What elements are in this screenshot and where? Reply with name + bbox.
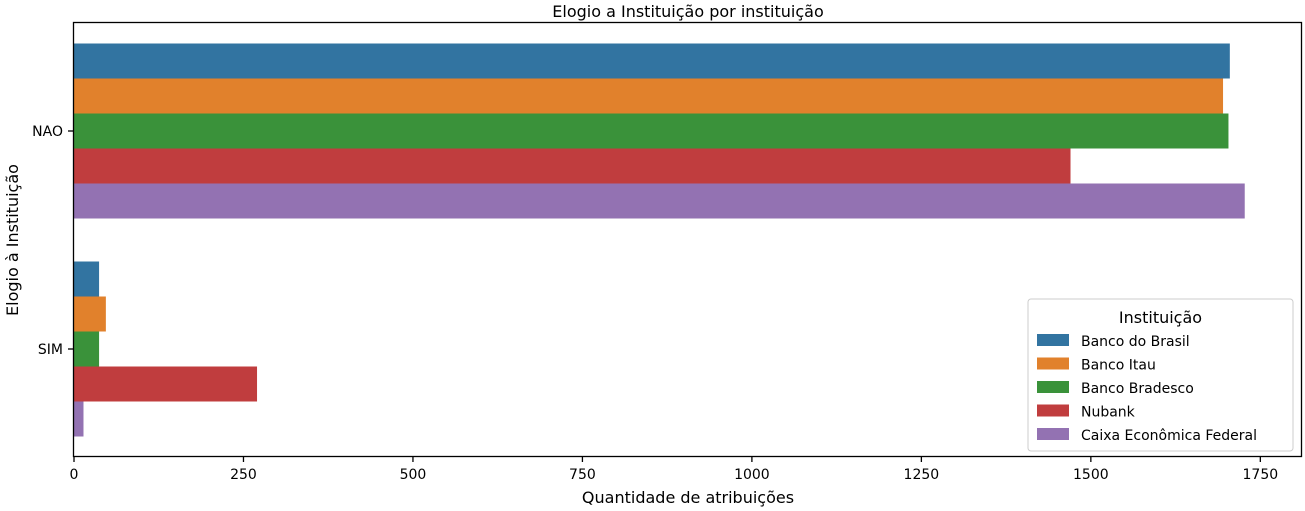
legend-box [1027, 298, 1294, 452]
bar-banco-do-brasil-sim [74, 261, 100, 297]
bar-banco-itau-nao [74, 78, 1224, 114]
legend-title: Instituição [1119, 308, 1202, 327]
legend-swatch [1037, 334, 1069, 346]
legend-label: Banco do Brasil [1081, 334, 1190, 350]
bar-banco-bradesco-nao [74, 113, 1229, 149]
legend-label: Banco Bradesco [1081, 381, 1194, 397]
legend-swatch [1037, 381, 1069, 393]
x-tick-label: 500 [400, 467, 427, 483]
bars-group [74, 43, 1245, 437]
legend-items: Banco do Brasil Banco Itau Banco Bradesco N… [1037, 334, 1257, 444]
bar-caixa-econ-mica-federal-sim [74, 401, 84, 437]
y-axis-label: Elogio à Instituição [3, 164, 22, 316]
legend-label: Banco Itau [1081, 358, 1156, 374]
y-axis-ticks: NAO SIM [32, 124, 74, 358]
legend-swatch [1037, 404, 1069, 417]
x-tick-label: 1500 [1073, 467, 1109, 483]
y-tick-label-nao: NAO [32, 124, 63, 140]
x-tick-label: 1000 [734, 467, 770, 483]
legend-swatch [1037, 428, 1069, 440]
x-axis-label: Quantidade de atribuições [582, 488, 794, 507]
bar-banco-itau-sim [74, 296, 106, 332]
bar-banco-bradesco-sim [74, 331, 100, 367]
legend-swatch [1037, 357, 1069, 370]
legend-label: Nubank [1081, 405, 1136, 421]
x-tick-label: 1250 [904, 467, 940, 483]
legend-label: Caixa Econômica Federal [1081, 428, 1257, 444]
x-axis-ticks: 0 250 500 750 1000 1250 1500 1750 [70, 456, 1279, 483]
bar-caixa-econ-mica-federal-nao [74, 183, 1245, 219]
x-tick-label: 750 [569, 467, 596, 483]
x-tick-label: 1750 [1243, 467, 1279, 483]
bar-nubank-sim [74, 366, 258, 402]
plot-frame [72, 21, 1303, 458]
x-tick-label: 0 [70, 467, 79, 483]
x-tick-label: 250 [230, 467, 257, 483]
y-tick-label-sim: SIM [38, 342, 63, 358]
bar-nubank-nao [74, 148, 1071, 184]
bar-banco-do-brasil-nao [74, 43, 1230, 79]
chart-title: Elogio a Instituição por instituição [552, 2, 823, 21]
